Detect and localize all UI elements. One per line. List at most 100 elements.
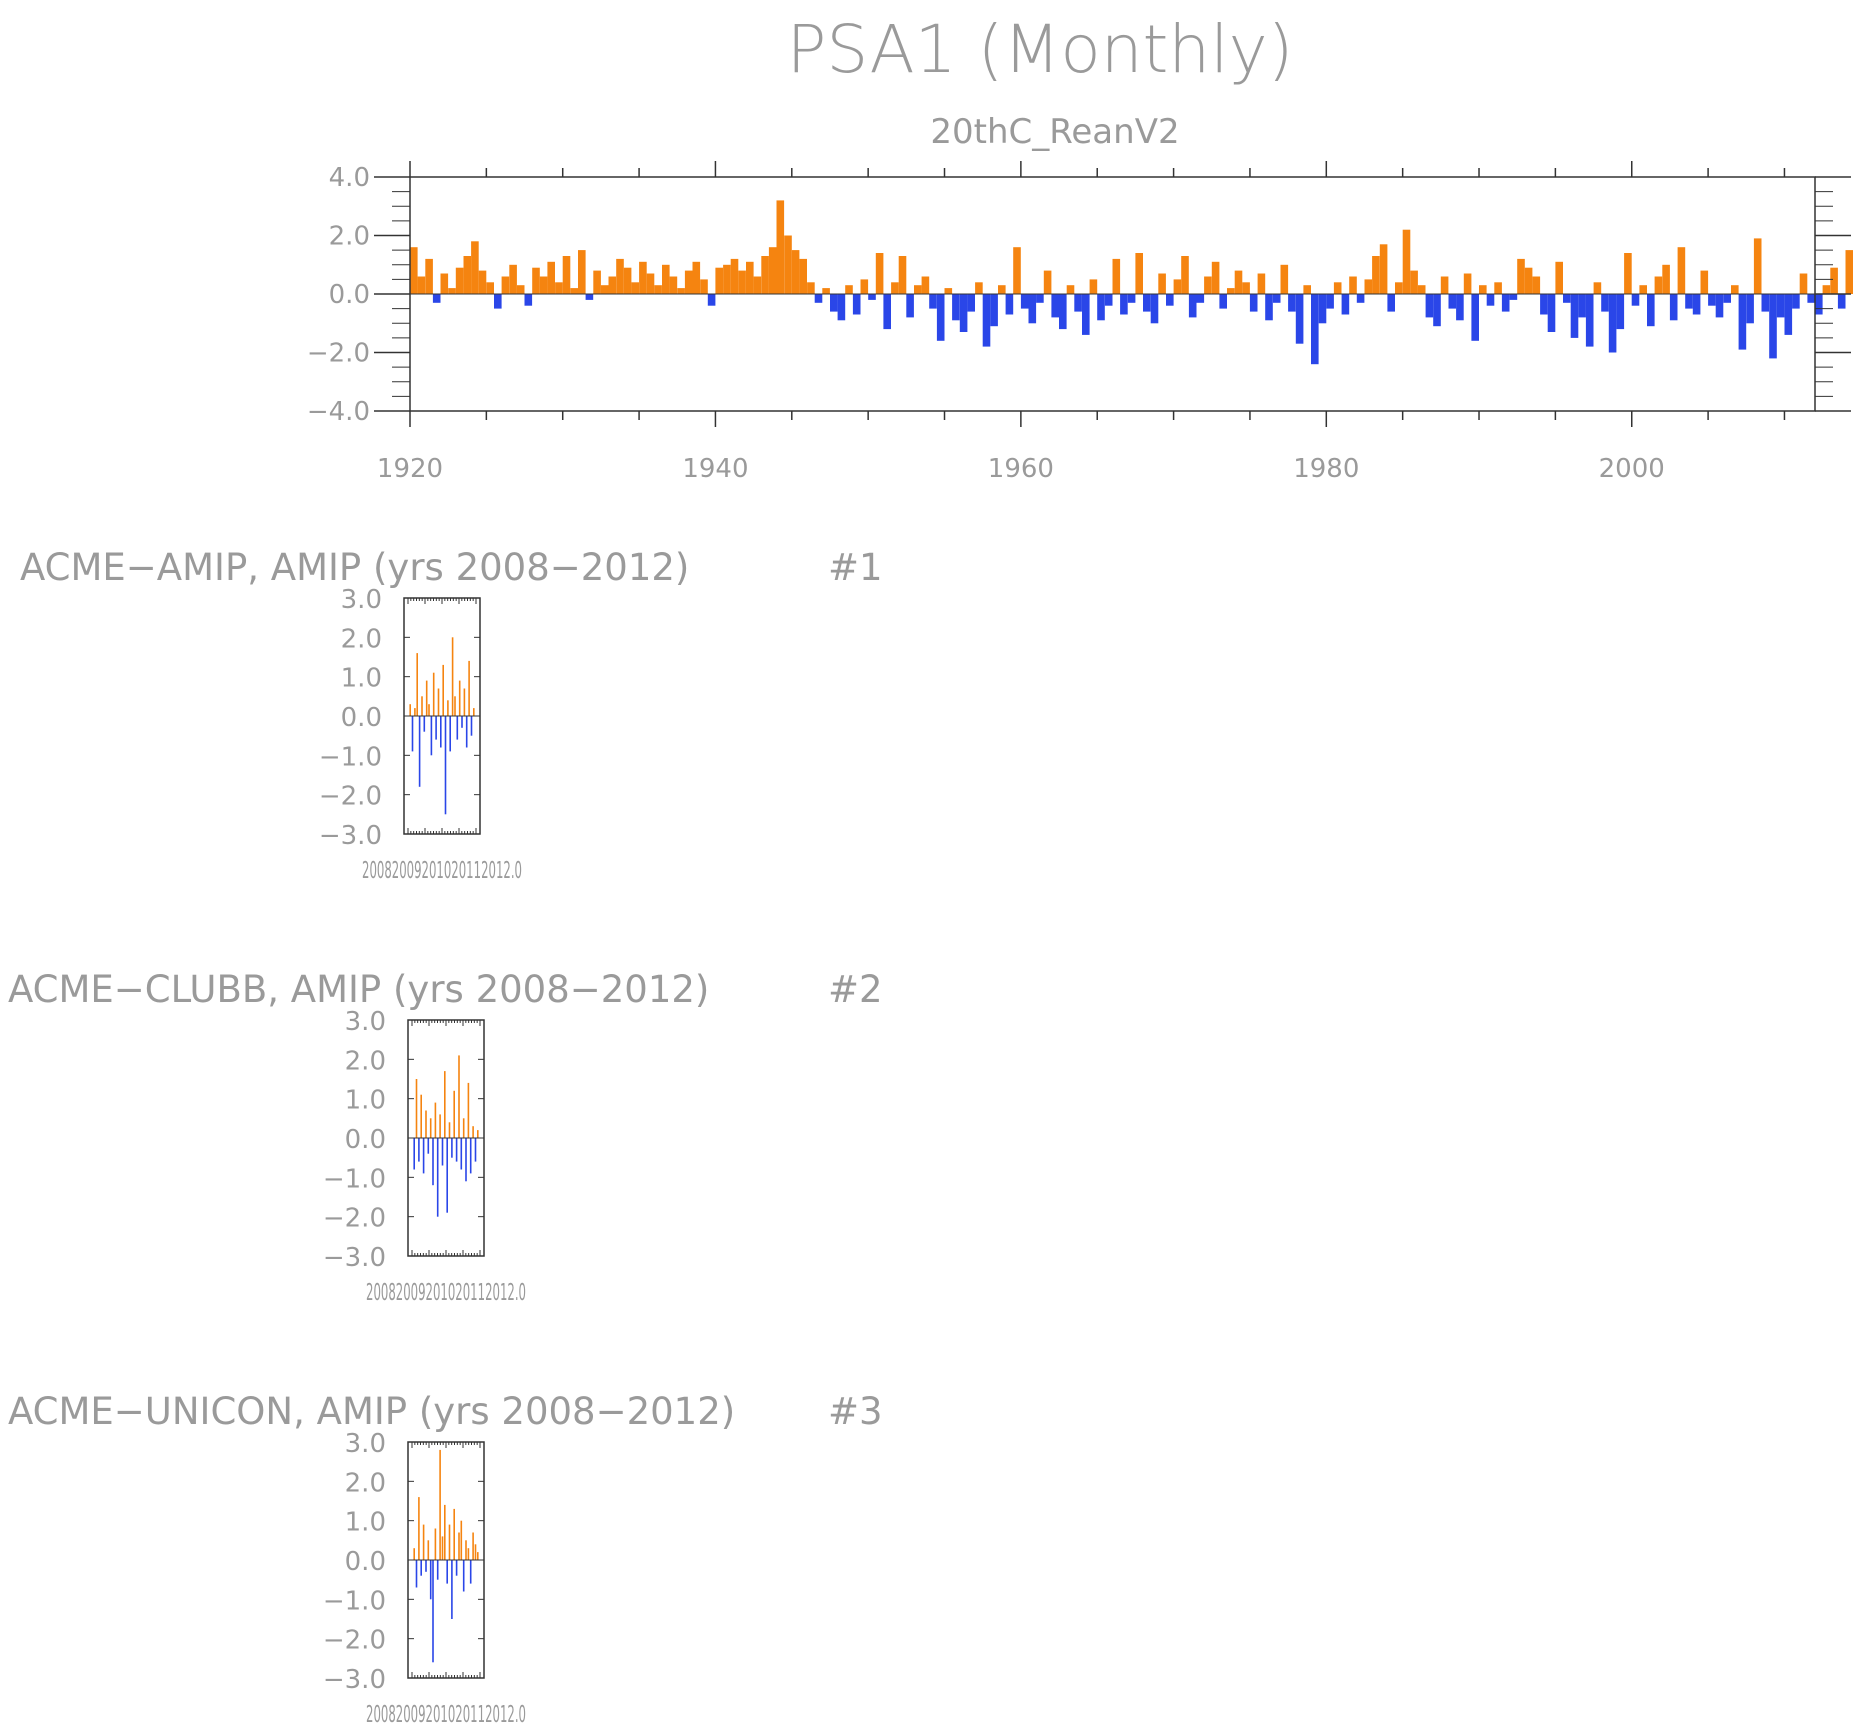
main-bar (486, 282, 494, 294)
main-bar (1051, 294, 1059, 318)
main-panel: 20thC_ReanV2 4.02.00.0−2.0−4.0 1920 1940 1… (307, 112, 1853, 484)
panel-2-y-tick-label: 1.0 (345, 1086, 386, 1116)
main-bar (1753, 238, 1762, 294)
main-bar (1028, 294, 1037, 324)
main-bar (1509, 294, 1518, 300)
main-bar (1631, 294, 1640, 306)
main-bar (1227, 288, 1235, 294)
main-bar (593, 270, 601, 294)
main-bar (1257, 273, 1266, 294)
main-bar (1196, 294, 1205, 303)
main-bar (1593, 282, 1602, 294)
main-bar (1540, 294, 1548, 315)
main-bar (1005, 294, 1014, 315)
main-bar (440, 273, 449, 294)
main-bar (616, 258, 624, 294)
panel-2-bar (472, 1126, 474, 1138)
panel-1-bar (473, 708, 475, 716)
panel-3-x-tick-labels: 20082009201020112012.0 (366, 1702, 526, 1728)
panel-1-tag: #1 (828, 546, 883, 589)
main-bar (1815, 294, 1823, 315)
main-bar (1547, 294, 1556, 332)
panel-3-bar (418, 1497, 420, 1560)
panel-2-bar (446, 1138, 448, 1213)
main-bar (799, 258, 807, 294)
main-bar (1379, 244, 1388, 294)
main-bar (1448, 294, 1457, 309)
main-bar (425, 258, 433, 294)
main-bar (1715, 294, 1724, 318)
panel-1-bars (409, 637, 475, 815)
main-bar (1738, 294, 1747, 350)
panel-1-y-tick-label: −3.0 (319, 821, 382, 851)
panel-3-y-tick-label: −1.0 (323, 1586, 386, 1616)
panel-3-bar (455, 1560, 458, 1576)
main-bar (776, 200, 785, 294)
main-bar (1249, 294, 1258, 312)
panel-2-y-tick-label: −1.0 (323, 1164, 386, 1194)
panel-2-y-tick-label: 2.0 (345, 1046, 386, 1076)
main-bar (1188, 294, 1197, 318)
panel-1-bar (465, 716, 468, 748)
main-bar (738, 270, 746, 294)
main-bar (1417, 285, 1426, 294)
panel-3-bar (469, 1560, 472, 1584)
main-bar (1333, 282, 1342, 294)
panel-2-bar (448, 1122, 451, 1138)
panel-1-bar (435, 716, 437, 740)
main-bar (1524, 267, 1533, 294)
main-bar (967, 294, 975, 312)
panel-2-bar (451, 1138, 453, 1158)
panel-3-bar (413, 1548, 415, 1560)
main-bar (555, 282, 563, 294)
main-bar (539, 276, 548, 294)
main-bar (1272, 294, 1281, 303)
panel-1-bar (421, 696, 423, 716)
main-bar (1356, 294, 1365, 303)
panel-2-y-tick-label: −3.0 (323, 1243, 386, 1273)
main-bar (1830, 267, 1838, 294)
main-bar (1120, 294, 1128, 315)
main-bar (1494, 282, 1502, 294)
main-bar (1387, 294, 1395, 312)
main-x-tick-label: 2000 (1599, 454, 1665, 484)
panel-2-title: ACME−CLUBB, AMIP (yrs 2008−2012) (8, 968, 709, 1011)
main-bar (669, 276, 678, 294)
main-bar (478, 270, 487, 294)
panel-2-bar (455, 1138, 458, 1162)
panel-2-bar (477, 1130, 479, 1138)
main-bar (982, 294, 991, 347)
main-bar (1807, 294, 1815, 303)
panel-3-y-tick-label: 3.0 (345, 1429, 386, 1459)
panel-3-y-tick-label: −2.0 (323, 1626, 386, 1656)
main-bar (1341, 294, 1350, 315)
main-bar (1608, 294, 1617, 353)
main-bar (1463, 273, 1472, 294)
panel-1-bar (461, 716, 463, 728)
main-bar (1769, 294, 1777, 359)
panel-2-bars (413, 1055, 479, 1217)
main-bar (1501, 294, 1510, 312)
panel-1-title: ACME−AMIP, AMIP (yrs 2008−2012) (20, 546, 689, 589)
main-bar (1563, 294, 1571, 303)
panel-3-y-tick-labels: 3.0 2.0 1.0 0.0 −1.0 −2.0 −3.0 (323, 1429, 386, 1695)
main-bar (845, 285, 853, 294)
panel-2-bar (427, 1138, 430, 1154)
main-bar (746, 261, 754, 294)
main-bar (1723, 294, 1731, 303)
main-bar (1143, 294, 1151, 312)
main-bar (1647, 294, 1655, 327)
main-bar (1639, 285, 1647, 294)
main-bar (1242, 282, 1250, 294)
panel-3-bar (439, 1449, 441, 1560)
main-bar (1410, 270, 1418, 294)
main-x-tick-label: 1980 (1293, 454, 1359, 484)
panel-3-tag: #3 (828, 1390, 883, 1433)
panel-3-bar (425, 1560, 427, 1572)
panel-1-y-tick-labels: 3.0 2.0 1.0 0.0 −1.0 −2.0 −3.0 (319, 585, 382, 851)
panel-2-bar (418, 1138, 420, 1162)
main-bar (700, 279, 708, 294)
main-bar (753, 276, 762, 294)
main-bar (1059, 294, 1067, 330)
main-bar (1654, 276, 1663, 294)
